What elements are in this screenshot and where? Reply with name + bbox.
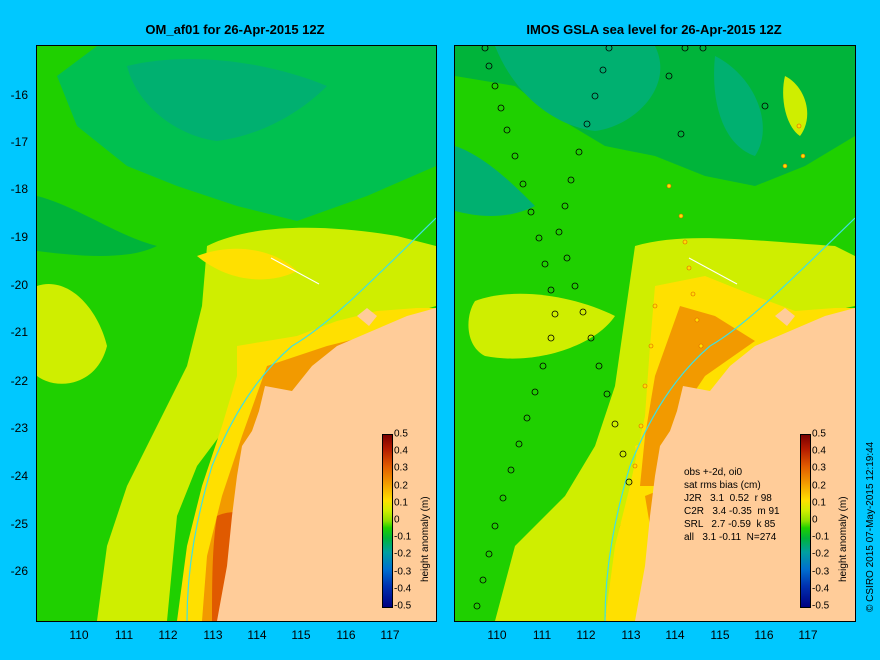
colorbar-tick: 0.3 [812, 462, 826, 474]
lon-label: 110 [487, 628, 507, 642]
colorbar-tick: 0.1 [812, 497, 826, 509]
colorbar-tick: -0.5 [812, 600, 830, 612]
colorbar-tick: -0.5 [394, 600, 412, 612]
lat-label: -26 [10, 564, 28, 578]
colorbar-tick: 0.2 [394, 480, 408, 492]
colorbar-tick: -0.1 [394, 531, 412, 543]
colorbar-tick: -0.4 [394, 583, 412, 595]
colorbar-tick: -0.3 [394, 566, 412, 578]
observed-sea-level-map [454, 45, 856, 622]
lat-label: -17 [10, 135, 28, 149]
colorbar-tick: -0.2 [394, 548, 412, 560]
lon-label: 115 [710, 628, 730, 642]
colorbar-right [800, 434, 811, 608]
lon-label: 116 [754, 628, 774, 642]
copyright-text: © CSIRO 2015 07-May-2015 12:19:44 [865, 441, 876, 612]
model-sea-level-map [36, 45, 437, 622]
lon-label: 113 [203, 628, 223, 642]
observed-sea-level-field [455, 46, 855, 621]
lon-label: 112 [576, 628, 596, 642]
lat-label: -19 [10, 230, 28, 244]
right-map-title: IMOS GSLA sea level for 26-Apr-2015 12Z [526, 22, 782, 37]
colorbar-tick: 0.5 [394, 428, 408, 440]
colorbar-tick: -0.2 [812, 548, 830, 560]
lat-label: -21 [10, 325, 28, 339]
lon-label: 111 [114, 628, 134, 642]
stats-line: all 3.1 -0.11 N=274 [684, 532, 777, 543]
lat-label: -20 [10, 278, 28, 292]
lon-label: 117 [380, 628, 400, 642]
colorbar-tick: -0.3 [812, 566, 830, 578]
lon-label: 111 [532, 628, 552, 642]
obs-stats-box: obs +-2d, oi0 sat rms bias (cm) J2R 3.1 0.… [684, 466, 780, 544]
lat-label: -25 [10, 517, 28, 531]
stats-line: obs +-2d, oi0 [684, 467, 743, 478]
lon-label: 116 [336, 628, 356, 642]
lat-label: -16 [10, 88, 28, 102]
colorbar-ticks-right: 0.5 0.4 0.3 0.2 0.1 0 -0.1 -0.2 -0.3 -0.… [812, 429, 842, 612]
lat-label: -23 [10, 421, 28, 435]
colorbar-ticks-left: 0.5 0.4 0.3 0.2 0.1 0 -0.1 -0.2 -0.3 -0.… [394, 429, 424, 612]
colorbar-tick: 0.2 [812, 480, 826, 492]
colorbar-tick: -0.4 [812, 583, 830, 595]
lat-label: -24 [10, 469, 28, 483]
stats-line: J2R 3.1 0.52 r 98 [684, 493, 772, 504]
lat-label: -18 [10, 182, 28, 196]
stats-line: SRL 2.7 -0.59 k 85 [684, 519, 776, 530]
stats-line: sat rms bias (cm) [684, 480, 761, 491]
lon-label: 112 [158, 628, 178, 642]
lon-label: 110 [69, 628, 89, 642]
colorbar-tick: 0.4 [394, 445, 408, 457]
colorbar-label-right: height anomaly (m) [838, 496, 849, 582]
colorbar-tick: 0.1 [394, 497, 408, 509]
stats-line: C2R 3.4 -0.35 m 91 [684, 506, 780, 517]
lon-label: 117 [798, 628, 818, 642]
colorbar-tick: 0.5 [812, 428, 826, 440]
lon-label: 115 [291, 628, 311, 642]
lat-label: -22 [10, 374, 28, 388]
colorbar-tick: -0.1 [812, 531, 830, 543]
colorbar-tick: 0 [394, 514, 400, 526]
model-sea-level-field [37, 46, 436, 621]
lon-label: 113 [621, 628, 641, 642]
colorbar-label-left: height anomaly (m) [420, 496, 431, 582]
colorbar-tick: 0 [812, 514, 818, 526]
colorbar-left [382, 434, 393, 608]
colorbar-tick: 0.4 [812, 445, 826, 457]
colorbar-tick: 0.3 [394, 462, 408, 474]
lon-label: 114 [665, 628, 685, 642]
left-map-title: OM_af01 for 26-Apr-2015 12Z [145, 22, 325, 37]
lon-label: 114 [247, 628, 267, 642]
